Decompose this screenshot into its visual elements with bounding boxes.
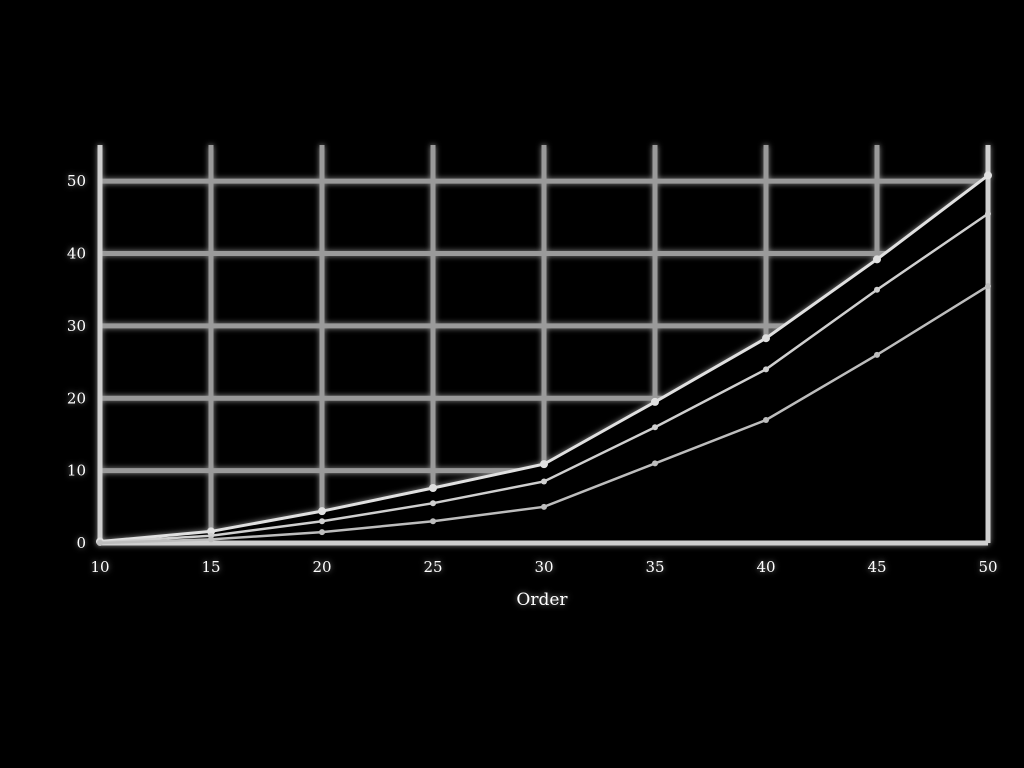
data-point-s3-45 bbox=[874, 351, 880, 358]
y-tick-label-20: 20 bbox=[67, 389, 86, 407]
data-point-s3-40 bbox=[763, 416, 769, 423]
x-tick-label-20: 20 bbox=[312, 558, 331, 576]
data-point-s3-35 bbox=[652, 460, 658, 467]
data-point-s1-15 bbox=[207, 527, 215, 536]
y-tick-labels: 0 10 20 30 40 50 bbox=[67, 172, 86, 552]
area-fill bbox=[100, 175, 988, 543]
data-point-s2-50 bbox=[985, 210, 991, 217]
x-tick-label-15: 15 bbox=[201, 558, 220, 576]
y-tick-label-10: 10 bbox=[67, 462, 86, 480]
data-point-s1-50 bbox=[984, 171, 992, 180]
x-tick-label-40: 40 bbox=[756, 558, 775, 576]
data-point-s2-30 bbox=[541, 478, 547, 485]
data-point-s2-40 bbox=[763, 366, 769, 373]
x-tick-labels: 10 15 20 25 30 35 40 45 50 bbox=[90, 558, 997, 576]
data-point-s2-25 bbox=[430, 500, 436, 507]
x-tick-label-45: 45 bbox=[867, 558, 886, 576]
x-tick-label-50: 50 bbox=[978, 558, 997, 576]
y-tick-label-50: 50 bbox=[67, 172, 86, 190]
data-point-s2-20 bbox=[319, 518, 325, 525]
area-under-curve bbox=[100, 175, 988, 543]
data-point-s3-20 bbox=[319, 529, 325, 536]
x-tick-label-25: 25 bbox=[423, 558, 442, 576]
data-point-s3-25 bbox=[430, 518, 436, 525]
x-tick-label-10: 10 bbox=[90, 558, 109, 576]
data-point-s3-50 bbox=[985, 283, 991, 290]
data-point-s1-25 bbox=[429, 484, 437, 493]
x-tick-label-30: 30 bbox=[534, 558, 553, 576]
y-tick-label-30: 30 bbox=[67, 317, 86, 335]
data-point-s1-30 bbox=[540, 460, 548, 469]
data-point-s1-20 bbox=[318, 507, 326, 516]
x-axis-title: Order bbox=[516, 590, 568, 610]
data-point-s3-15 bbox=[208, 536, 214, 543]
series-group bbox=[96, 171, 992, 546]
data-point-s1-40 bbox=[762, 334, 770, 343]
y-tick-label-40: 40 bbox=[67, 245, 86, 263]
x-tick-label-35: 35 bbox=[645, 558, 664, 576]
data-point-s2-45 bbox=[874, 286, 880, 293]
data-point-s3-30 bbox=[541, 503, 547, 510]
data-point-s1-35 bbox=[651, 397, 659, 406]
y-tick-label-0: 0 bbox=[76, 534, 86, 552]
data-point-s1-45 bbox=[873, 255, 881, 264]
data-point-s3-10 bbox=[97, 540, 103, 546]
data-point-s2-35 bbox=[652, 424, 658, 431]
